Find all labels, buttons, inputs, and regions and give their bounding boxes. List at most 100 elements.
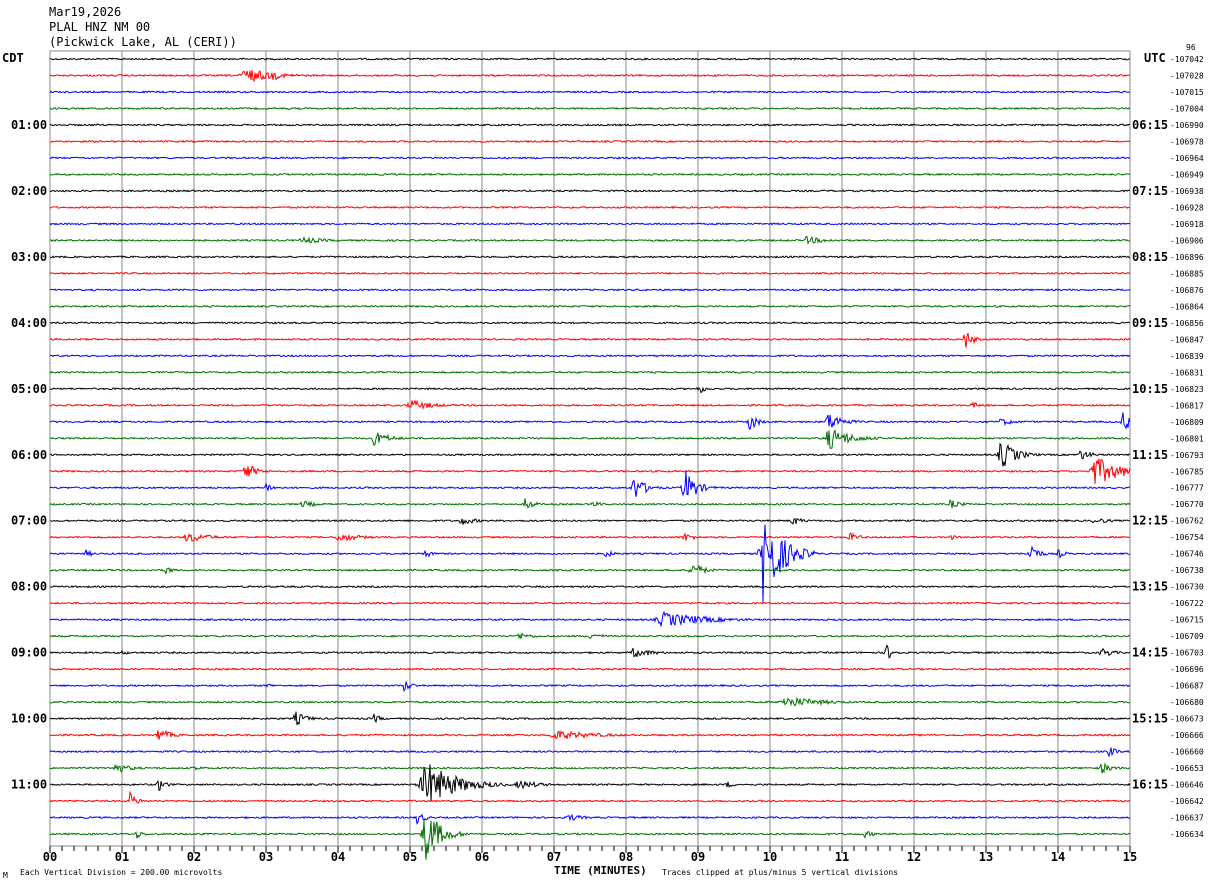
row-value-label: -106738 — [1170, 566, 1204, 575]
row-value-label: -106653 — [1170, 764, 1204, 773]
row-value-label: -107042 — [1170, 55, 1204, 64]
row-value-label: -106703 — [1170, 649, 1204, 658]
right-hour-label: 07:15 — [1132, 184, 1168, 198]
row-value-label: -106709 — [1170, 632, 1204, 641]
right-hour-label: 13:15 — [1132, 580, 1168, 594]
seismic-trace-row — [49, 139, 1131, 144]
seismic-trace-row — [49, 235, 1131, 245]
row-value-label: -106646 — [1170, 781, 1204, 790]
seismic-trace-row — [49, 711, 1131, 726]
row-value-label: -106715 — [1170, 616, 1204, 625]
x-tick-label: 15 — [1123, 850, 1137, 864]
seismic-trace-row — [49, 442, 1131, 467]
row-value-label: -106978 — [1170, 137, 1204, 146]
row-value-label: -106896 — [1170, 253, 1204, 262]
row-value-label: -106823 — [1170, 385, 1204, 394]
seismic-trace-row — [49, 644, 1131, 659]
seismic-trace-row — [49, 729, 1131, 740]
row-value-label: -106856 — [1170, 319, 1204, 328]
seismic-trace-row — [49, 601, 1131, 605]
row-value-label: -106918 — [1170, 220, 1204, 229]
row-value-label: -107028 — [1170, 71, 1204, 80]
row-value-label: -106722 — [1170, 599, 1204, 608]
seismic-trace-row — [49, 458, 1131, 484]
seismic-trace-row — [49, 762, 1131, 774]
x-tick-label: 08 — [619, 850, 633, 864]
seismic-trace-row — [49, 585, 1131, 589]
traces — [49, 57, 1131, 860]
left-hour-label: 02:00 — [11, 184, 47, 198]
row-value-label: -106906 — [1170, 236, 1204, 245]
row-labels: 01:00 02:00 03:00 04:00 05:00 06:00 07:00 08:00… — [11, 55, 1204, 839]
left-hour-label: 10:00 — [11, 712, 47, 726]
row-value-label: -107015 — [1170, 88, 1204, 97]
row-value-label: -106730 — [1170, 583, 1204, 592]
row-value-label: -106938 — [1170, 187, 1204, 196]
x-tick-label: 07 — [547, 850, 561, 864]
right-hour-label: 16:15 — [1132, 778, 1168, 792]
left-hour-label: 04:00 — [11, 316, 47, 330]
row-value-label: -106785 — [1170, 467, 1204, 476]
seismic-trace-row — [49, 205, 1131, 210]
seismic-trace-row — [49, 632, 1131, 640]
right-timezone-label: UTC — [1144, 51, 1166, 65]
left-hour-label: 11:00 — [11, 778, 47, 792]
seismic-trace-row — [49, 222, 1131, 226]
seismic-trace-row — [49, 172, 1131, 177]
right-hour-label: 12:15 — [1132, 514, 1168, 528]
seismic-trace-row — [50, 517, 1131, 525]
row-value-label: -106831 — [1170, 368, 1204, 377]
left-hour-label: 07:00 — [11, 514, 47, 528]
row-value-label: -106746 — [1170, 550, 1204, 559]
x-tick-label: 10 — [763, 850, 777, 864]
clip-note: Traces clipped at plus/minus 5 vertical … — [662, 868, 898, 877]
seismic-trace-row — [49, 667, 1131, 671]
row-value-label: -106660 — [1170, 748, 1204, 757]
row-value-label: -106801 — [1170, 434, 1204, 443]
row-value-label: -106949 — [1170, 170, 1204, 179]
left-hour-label: 05:00 — [11, 382, 47, 396]
seismic-trace-row — [49, 354, 1131, 358]
seismic-trace-row — [49, 57, 1131, 61]
seismic-trace-row — [49, 471, 1131, 497]
row-value-label: -106928 — [1170, 203, 1204, 212]
right-hour-label: 08:15 — [1132, 250, 1168, 264]
seismic-trace-row — [49, 524, 1131, 603]
seismic-trace-row — [49, 610, 1131, 628]
seismic-trace-row — [49, 304, 1131, 308]
row-value-label: -106817 — [1170, 401, 1204, 410]
x-tick-label: 05 — [403, 850, 417, 864]
seismic-trace-row — [49, 819, 1131, 860]
row-value-label: -106666 — [1170, 731, 1204, 740]
seismic-trace-row — [49, 156, 1131, 160]
x-axis: 00 01 02 03 04 05 06 07 08 09 10 11 12 13 14 15 — [43, 846, 1137, 864]
left-timezone-label: CDT — [2, 51, 24, 65]
plot-frame — [49, 50, 1131, 847]
seismic-trace-row — [49, 332, 1131, 348]
row-value-label: -106634 — [1170, 830, 1204, 839]
x-tick-label: 03 — [259, 850, 273, 864]
row-value-label: -106839 — [1170, 352, 1204, 361]
seismic-trace-row — [49, 189, 1130, 193]
row-value-label: -106847 — [1170, 335, 1204, 344]
seismic-trace-row — [49, 813, 1131, 825]
left-hour-label: 03:00 — [11, 250, 47, 264]
row-value-label: -106687 — [1170, 682, 1204, 691]
scale-note: Each Vertical Division = 200.00 microvol… — [20, 868, 222, 877]
seismic-trace-row — [49, 681, 1131, 693]
row-value-label: -107004 — [1170, 104, 1204, 113]
seismic-trace-row — [49, 747, 1130, 758]
right-hour-label: 14:15 — [1132, 646, 1168, 660]
row-value-label: -106754 — [1170, 533, 1204, 542]
seismic-trace-row — [49, 399, 1131, 411]
x-tick-label: 13 — [979, 850, 993, 864]
right-hour-label: 11:15 — [1132, 448, 1168, 462]
x-tick-label: 01 — [115, 850, 129, 864]
row-value-label: -106680 — [1170, 698, 1204, 707]
row-value-label: -106885 — [1170, 269, 1204, 278]
row-value-label: -106793 — [1170, 451, 1204, 460]
x-tick-label: 04 — [331, 850, 345, 864]
row-value-label: -106770 — [1170, 500, 1204, 509]
right-hour-label: 06:15 — [1132, 118, 1168, 132]
